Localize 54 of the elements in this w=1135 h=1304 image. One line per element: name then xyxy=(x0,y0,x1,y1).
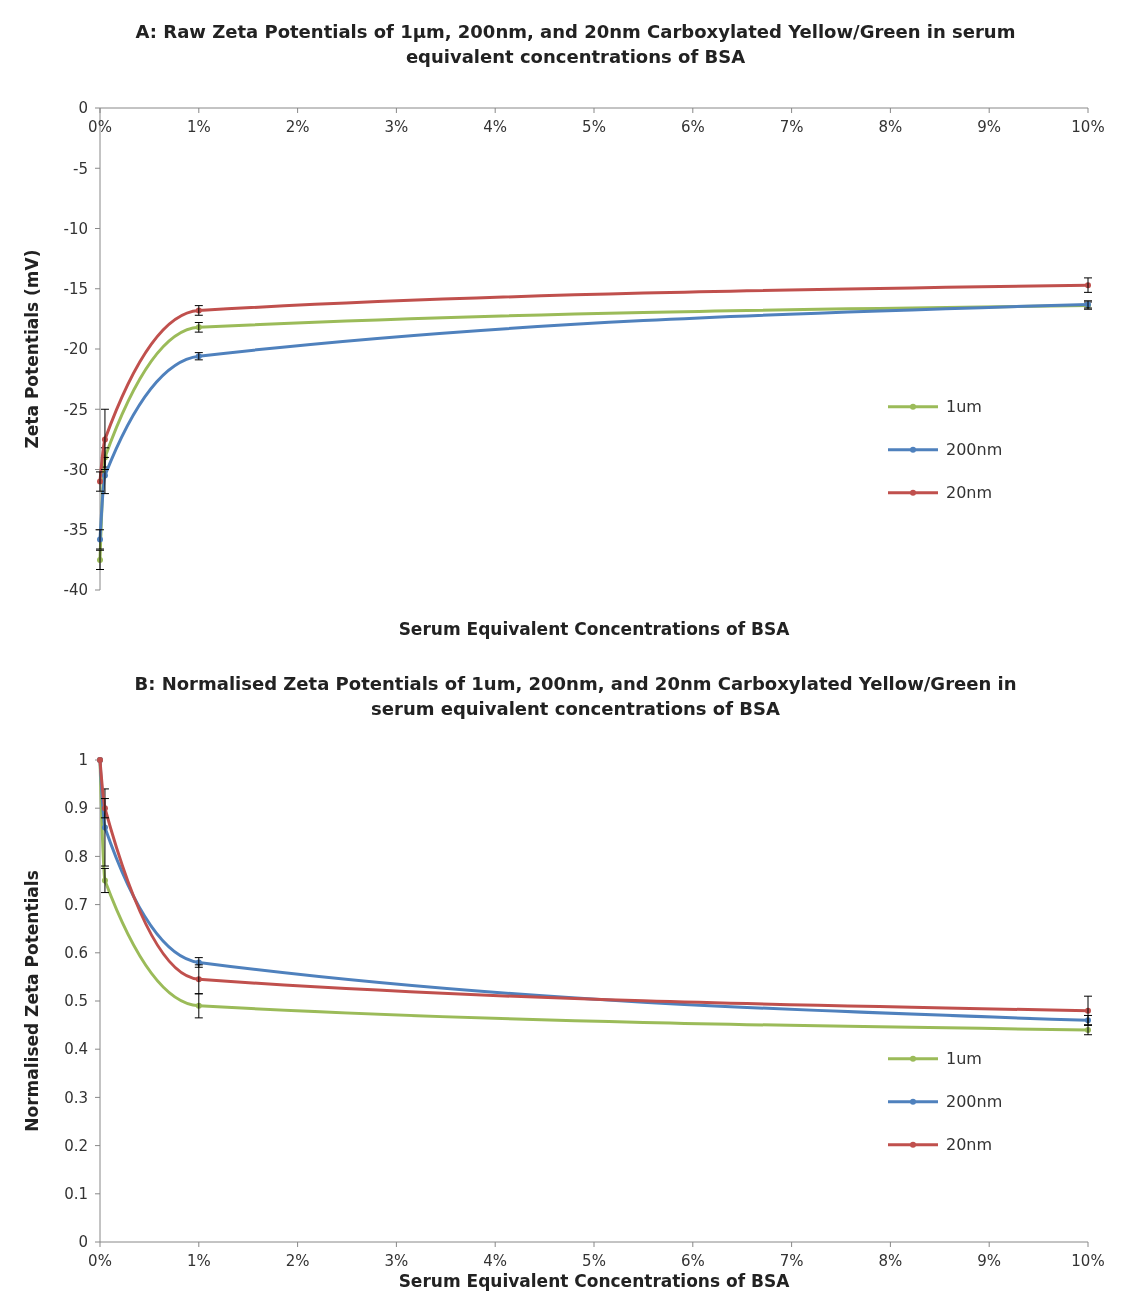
y-tick-label: 0 xyxy=(78,99,88,118)
x-axis-title: Serum Equivalent Concentrations of BSA xyxy=(398,619,791,639)
chart-title: A: Raw Zeta Potentials of 1µm, 200nm, and 20nm Carboxylated Yellow/Green in serum equivalent concentrations of BSA xyxy=(135,21,1016,67)
y-tick-label: -35 xyxy=(63,521,88,539)
x-tick-label: 9% xyxy=(977,118,1002,136)
y-tick-label: -5 xyxy=(73,159,88,178)
y-tick-label: 0.3 xyxy=(64,1088,88,1107)
x-tick-label: 7% xyxy=(779,1252,804,1270)
y-axis-title: Normalised Zeta Potentials xyxy=(22,870,42,1132)
x-tick-label: 5% xyxy=(582,118,606,136)
y-tick-label: -30 xyxy=(63,460,88,479)
y-tick-label: -10 xyxy=(63,219,88,238)
x-tick-label: 0% xyxy=(88,118,112,136)
y-tick-label: -25 xyxy=(63,400,88,419)
x-tick-label: 3% xyxy=(384,118,409,136)
y-tick-label: 0.1 xyxy=(64,1185,88,1204)
y-tick-label: 1 xyxy=(78,751,88,770)
y-tick-label: 0.7 xyxy=(64,895,88,914)
x-tick-label: 4% xyxy=(483,118,508,136)
x-axis-title: Serum Equivalent Concentrations of BSA xyxy=(398,1271,791,1291)
x-tick-label: 1% xyxy=(186,1252,211,1270)
x-tick-label: 10% xyxy=(1071,1252,1105,1270)
chart-title: B: Normalised Zeta Potentials of 1um, 200nm, and 20nm Carboxylated Yellow/Green in serum equivalent concentrations of BSA xyxy=(134,673,1017,719)
x-tick-label: 6% xyxy=(680,118,705,136)
y-tick-label: 0.5 xyxy=(64,992,88,1011)
legend-label: 20nm xyxy=(946,483,993,503)
legend-label: 200nm xyxy=(946,1092,1003,1112)
x-tick-label: 2% xyxy=(285,1252,310,1270)
y-axis-title: Zeta Potentials (mV) xyxy=(22,249,42,449)
x-tick-label: 2% xyxy=(285,118,310,136)
x-tick-label: 1% xyxy=(186,118,211,136)
x-tick-label: 9% xyxy=(977,1252,1002,1270)
y-tick-label: 0.6 xyxy=(64,944,88,963)
x-tick-label: 5% xyxy=(582,1252,606,1270)
y-tick-label: -40 xyxy=(63,581,88,600)
y-tick-label: 0.9 xyxy=(64,799,88,818)
x-tick-label: 10% xyxy=(1071,118,1105,136)
y-tick-label: 0 xyxy=(78,1233,88,1252)
y-tick-label: -20 xyxy=(63,340,88,359)
x-tick-label: 3% xyxy=(384,1252,409,1270)
x-tick-label: 8% xyxy=(878,1252,903,1270)
y-tick-label: 0.2 xyxy=(64,1136,88,1155)
y-tick-label: 0.8 xyxy=(64,847,88,866)
legend-label: 20nm xyxy=(946,1135,993,1155)
y-tick-label: 0.4 xyxy=(64,1040,88,1059)
legend-label: 1um xyxy=(946,1049,982,1069)
x-tick-label: 0% xyxy=(88,1252,112,1270)
legend-label: 200nm xyxy=(946,440,1003,460)
x-tick-label: 4% xyxy=(483,1252,508,1270)
x-tick-label: 8% xyxy=(878,118,903,136)
legend-label: 1um xyxy=(946,397,982,417)
y-tick-label: -15 xyxy=(63,280,88,298)
x-tick-label: 6% xyxy=(680,1252,705,1270)
x-tick-label: 7% xyxy=(779,118,804,136)
